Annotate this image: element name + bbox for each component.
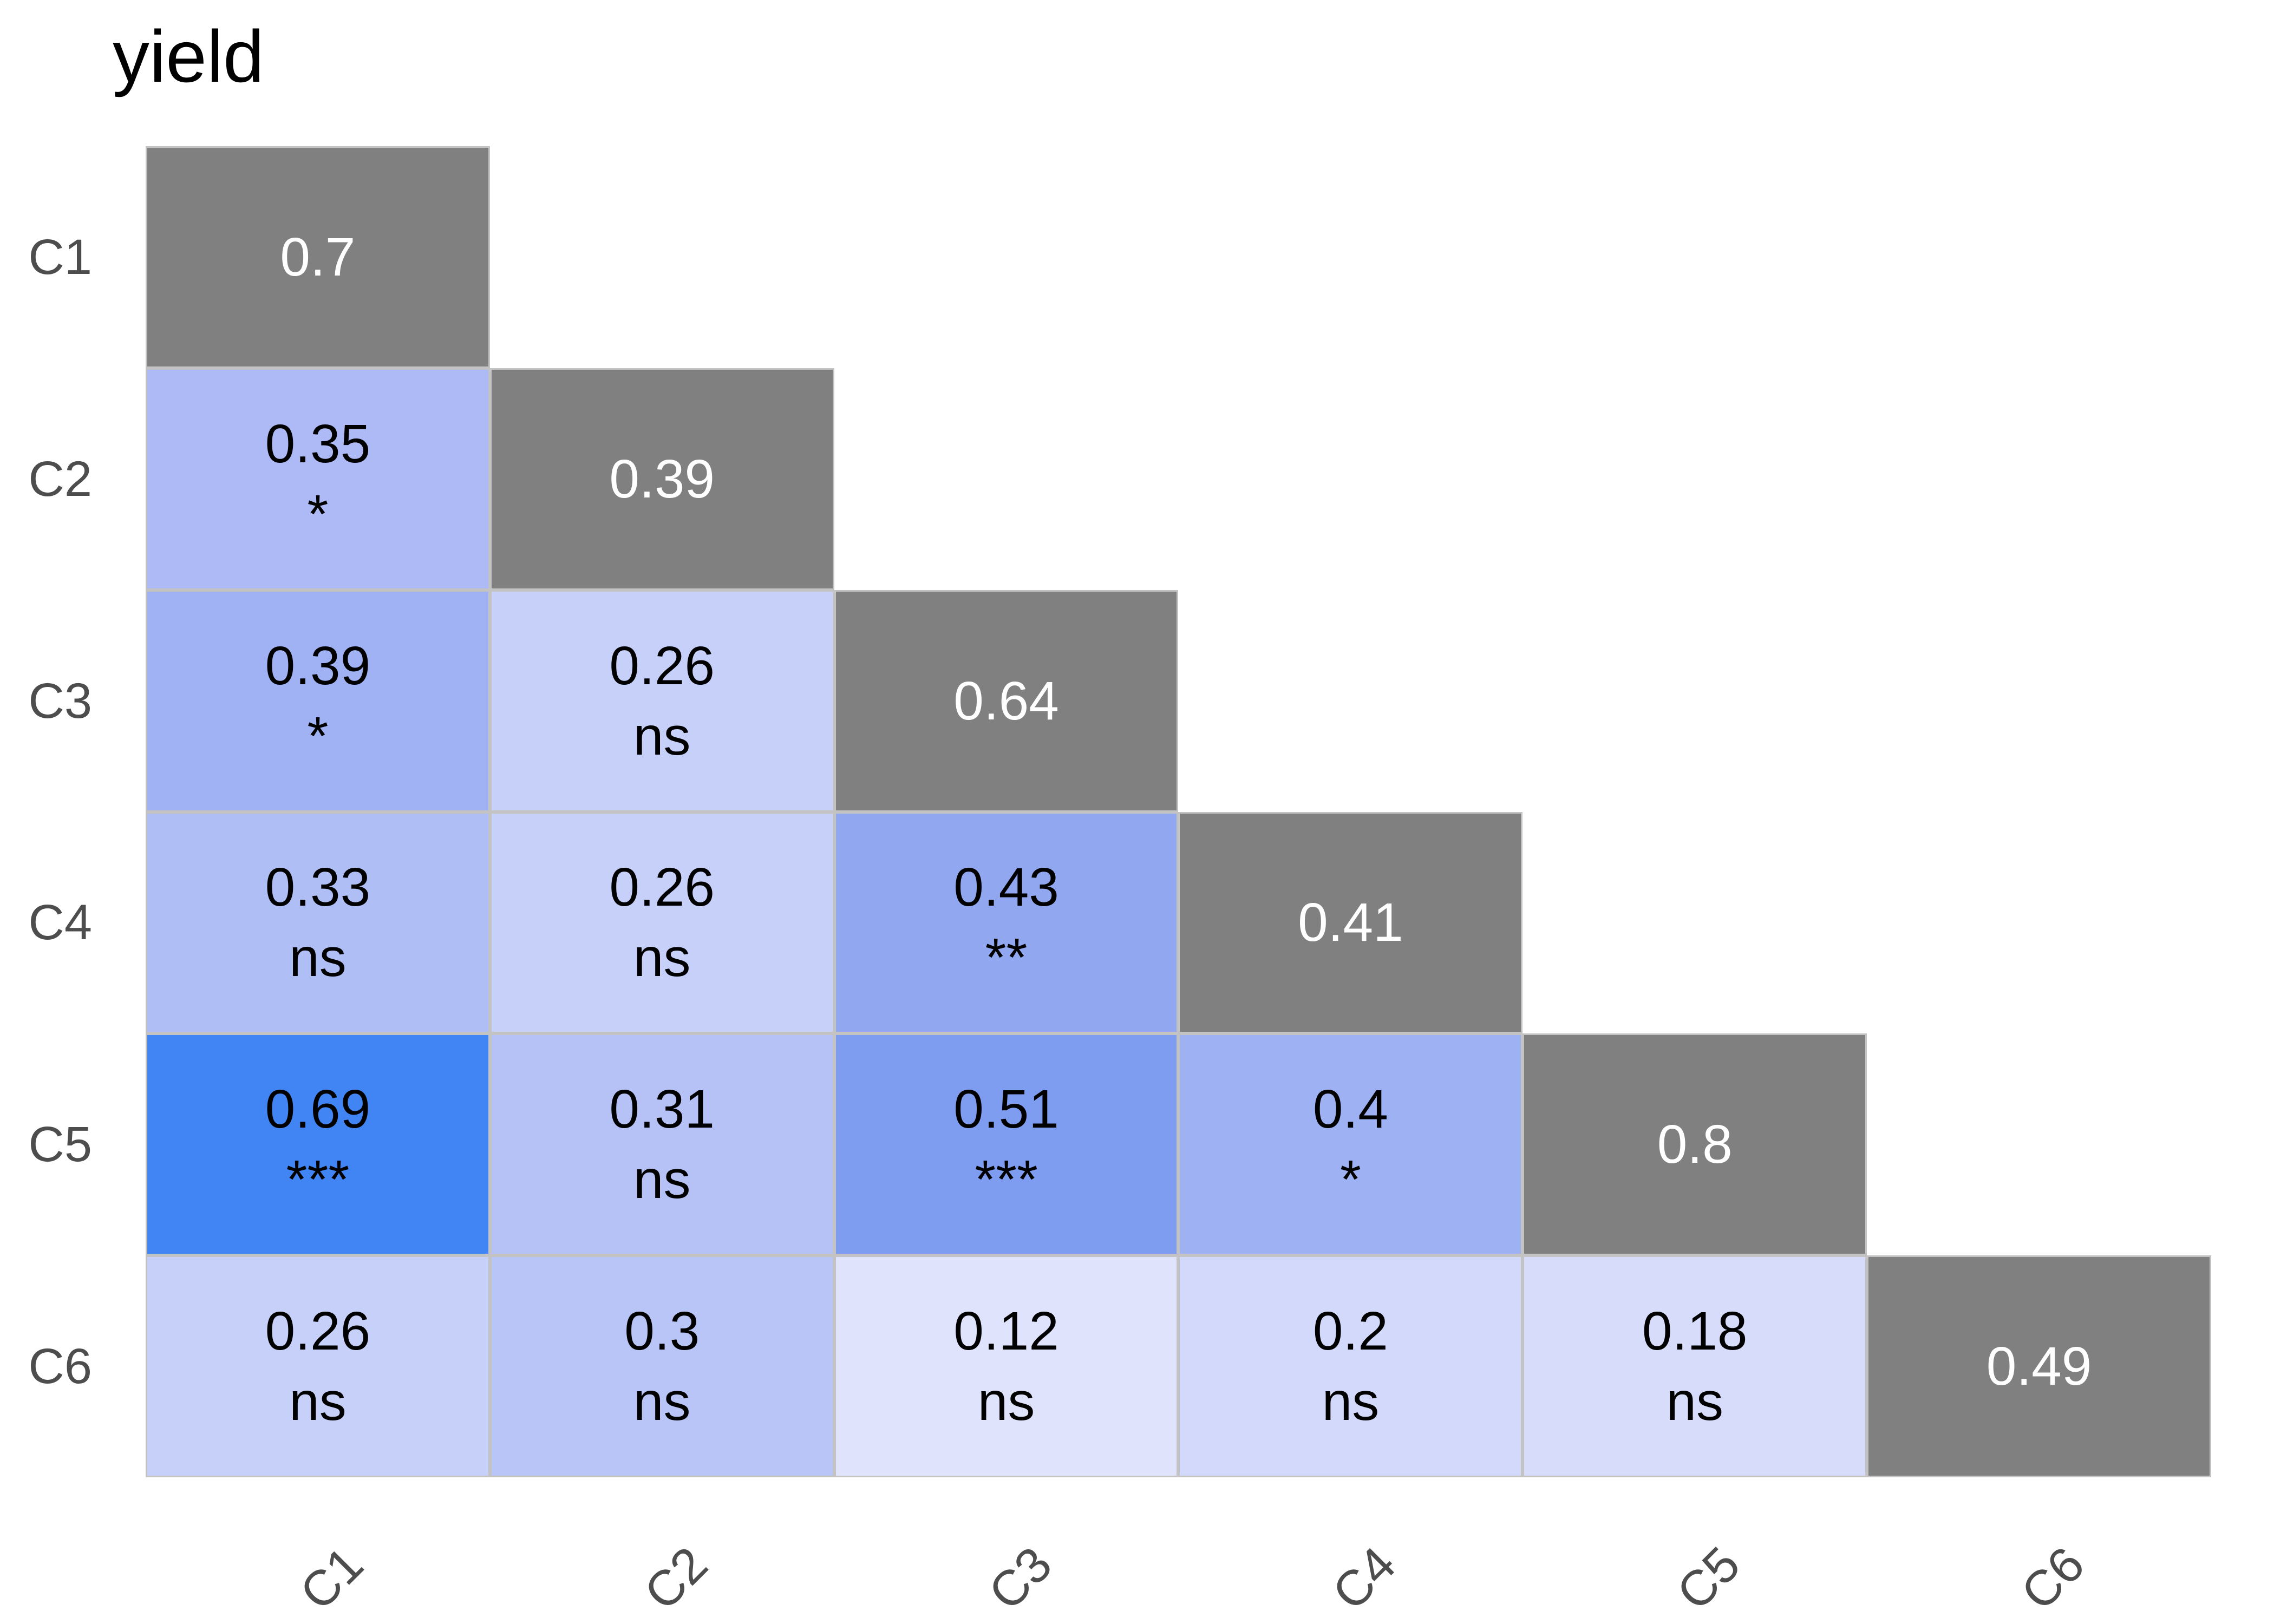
cell-value: 0.3 [624, 1301, 700, 1362]
cell-value: 0.12 [953, 1301, 1059, 1362]
x-axis-label-c4: C4 [1322, 1536, 1407, 1621]
diagonal-cell-C4-C4: 0.41 [1178, 811, 1523, 1034]
cell-value: 0.41 [1298, 892, 1403, 953]
cell-value: 0.26 [609, 635, 715, 696]
cell-value: 0.4 [1312, 1079, 1388, 1140]
cell-value: 0.64 [953, 670, 1059, 731]
cell-significance: ns [1666, 1371, 1724, 1432]
cell-value: 0.35 [265, 413, 371, 474]
cell-significance: * [307, 705, 329, 767]
cell-significance: ns [633, 1371, 691, 1432]
cell-significance: ns [1322, 1371, 1380, 1432]
diagonal-cell-C1-C1: 0.7 [146, 146, 490, 368]
x-axis-label-c6: C6 [2011, 1536, 2095, 1621]
cell-significance: * [1339, 1149, 1361, 1210]
cell-significance: *** [975, 1149, 1038, 1210]
diagonal-cell-C2-C2: 0.39 [489, 368, 834, 590]
cell-significance: * [307, 483, 329, 545]
cell-value: 0.2 [1312, 1301, 1388, 1362]
cell-C4-C1: 0.33 ns [146, 811, 490, 1034]
x-axis-label-c1: C1 [290, 1536, 374, 1621]
cell-C6-C5: 0.18 ns [1522, 1255, 1867, 1477]
diagonal-cell-C5-C5: 0.8 [1522, 1033, 1867, 1256]
x-axis-label-c5: C5 [1667, 1536, 1751, 1621]
diagonal-cell-C6-C6: 0.49 [1867, 1255, 2211, 1477]
y-axis-label-c1: C1 [28, 230, 92, 285]
cell-value: 0.69 [265, 1079, 371, 1140]
cell-C3-C1: 0.39 * [146, 590, 490, 812]
y-axis-label-c3: C3 [28, 673, 92, 729]
cell-C6-C4: 0.2 ns [1178, 1255, 1523, 1477]
matrix-grid: 0.7 0.35 * 0.39 0.39 * 0.26 ns 0.64 0.33 ns 0.26 ns 0… [146, 146, 2211, 1477]
cell-significance: ns [977, 1371, 1035, 1432]
cell-C2-C1: 0.35 * [146, 368, 490, 590]
cell-significance: ** [985, 927, 1028, 988]
cell-C5-C4: 0.4 * [1178, 1033, 1523, 1256]
cell-value: 0.39 [609, 448, 715, 509]
cell-C6-C3: 0.12 ns [834, 1255, 1179, 1477]
cell-significance: ns [289, 927, 347, 988]
cell-C5-C1: 0.69 *** [146, 1033, 490, 1256]
x-axis-label-c2: C2 [634, 1536, 718, 1621]
cell-C4-C3: 0.43 ** [834, 811, 1179, 1034]
cell-C3-C2: 0.26 ns [489, 590, 834, 812]
cell-C5-C3: 0.51 *** [834, 1033, 1179, 1256]
cell-value: 0.26 [609, 857, 715, 918]
cell-value: 0.33 [265, 857, 371, 918]
cell-value: 0.39 [265, 635, 371, 696]
diagonal-cell-C3-C3: 0.64 [834, 590, 1179, 812]
cell-C6-C1: 0.26 ns [146, 1255, 490, 1477]
cell-value: 0.18 [1642, 1301, 1748, 1362]
cell-value: 0.8 [1657, 1114, 1733, 1175]
cell-value: 0.26 [265, 1301, 371, 1362]
cell-significance: ns [633, 705, 691, 767]
y-axis-label-c2: C2 [28, 451, 92, 507]
cell-value: 0.51 [953, 1079, 1059, 1140]
y-axis-label-c5: C5 [28, 1117, 92, 1172]
cell-significance: ns [289, 1371, 347, 1432]
cell-value: 0.7 [280, 226, 356, 287]
cell-C6-C2: 0.3 ns [489, 1255, 834, 1477]
cell-significance: ns [633, 1149, 691, 1210]
cell-value: 0.49 [1986, 1336, 2092, 1397]
y-axis-label-c6: C6 [28, 1339, 92, 1394]
cell-value: 0.43 [953, 857, 1059, 918]
cell-significance: ns [633, 927, 691, 988]
chart-title: yield [113, 15, 264, 97]
y-axis-label-c4: C4 [28, 895, 92, 950]
cell-C5-C2: 0.31 ns [489, 1033, 834, 1256]
cell-C4-C2: 0.26 ns [489, 811, 834, 1034]
cell-significance: *** [286, 1149, 350, 1210]
cell-value: 0.31 [609, 1079, 715, 1140]
x-axis-label-c3: C3 [978, 1536, 1063, 1621]
